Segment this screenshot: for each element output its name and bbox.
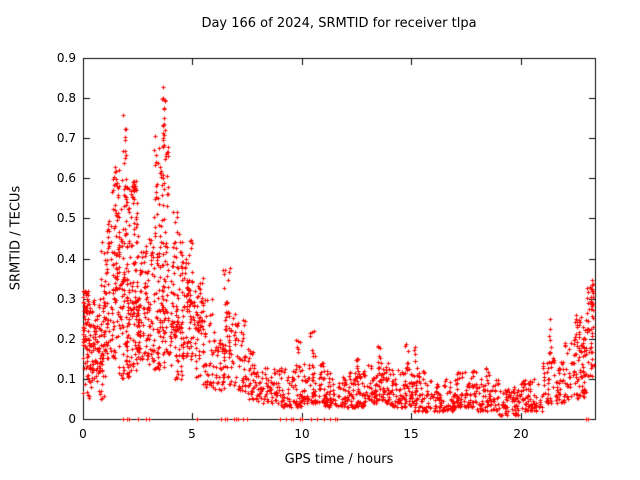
y-tick-label: 0.6	[56, 171, 76, 185]
chart-title: Day 166 of 2024, SRMTID for receiver tlp…	[201, 16, 477, 31]
x-tick-label: 20	[513, 427, 529, 441]
x-tick-label: 15	[403, 427, 419, 441]
y-tick-label: 0.7	[56, 131, 76, 145]
y-tick-label: 0	[68, 412, 76, 426]
y-tick-label: 0.9	[56, 51, 76, 65]
y-axis-label: SRMTID / TECUs	[8, 185, 24, 291]
x-axis-label: GPS time / hours	[284, 452, 394, 467]
y-tick-label: 0.5	[56, 211, 76, 225]
y-tick-label: 0.1	[56, 372, 76, 386]
x-tick-label: 0	[79, 427, 87, 441]
x-tick-label: 10	[294, 427, 310, 441]
y-tick-label: 0.4	[56, 252, 76, 266]
y-tick-label: 0.3	[56, 292, 76, 306]
y-tick-label: 0.2	[56, 332, 76, 346]
x-tick-label: 5	[188, 427, 196, 441]
y-tick-label: 0.8	[56, 91, 76, 105]
